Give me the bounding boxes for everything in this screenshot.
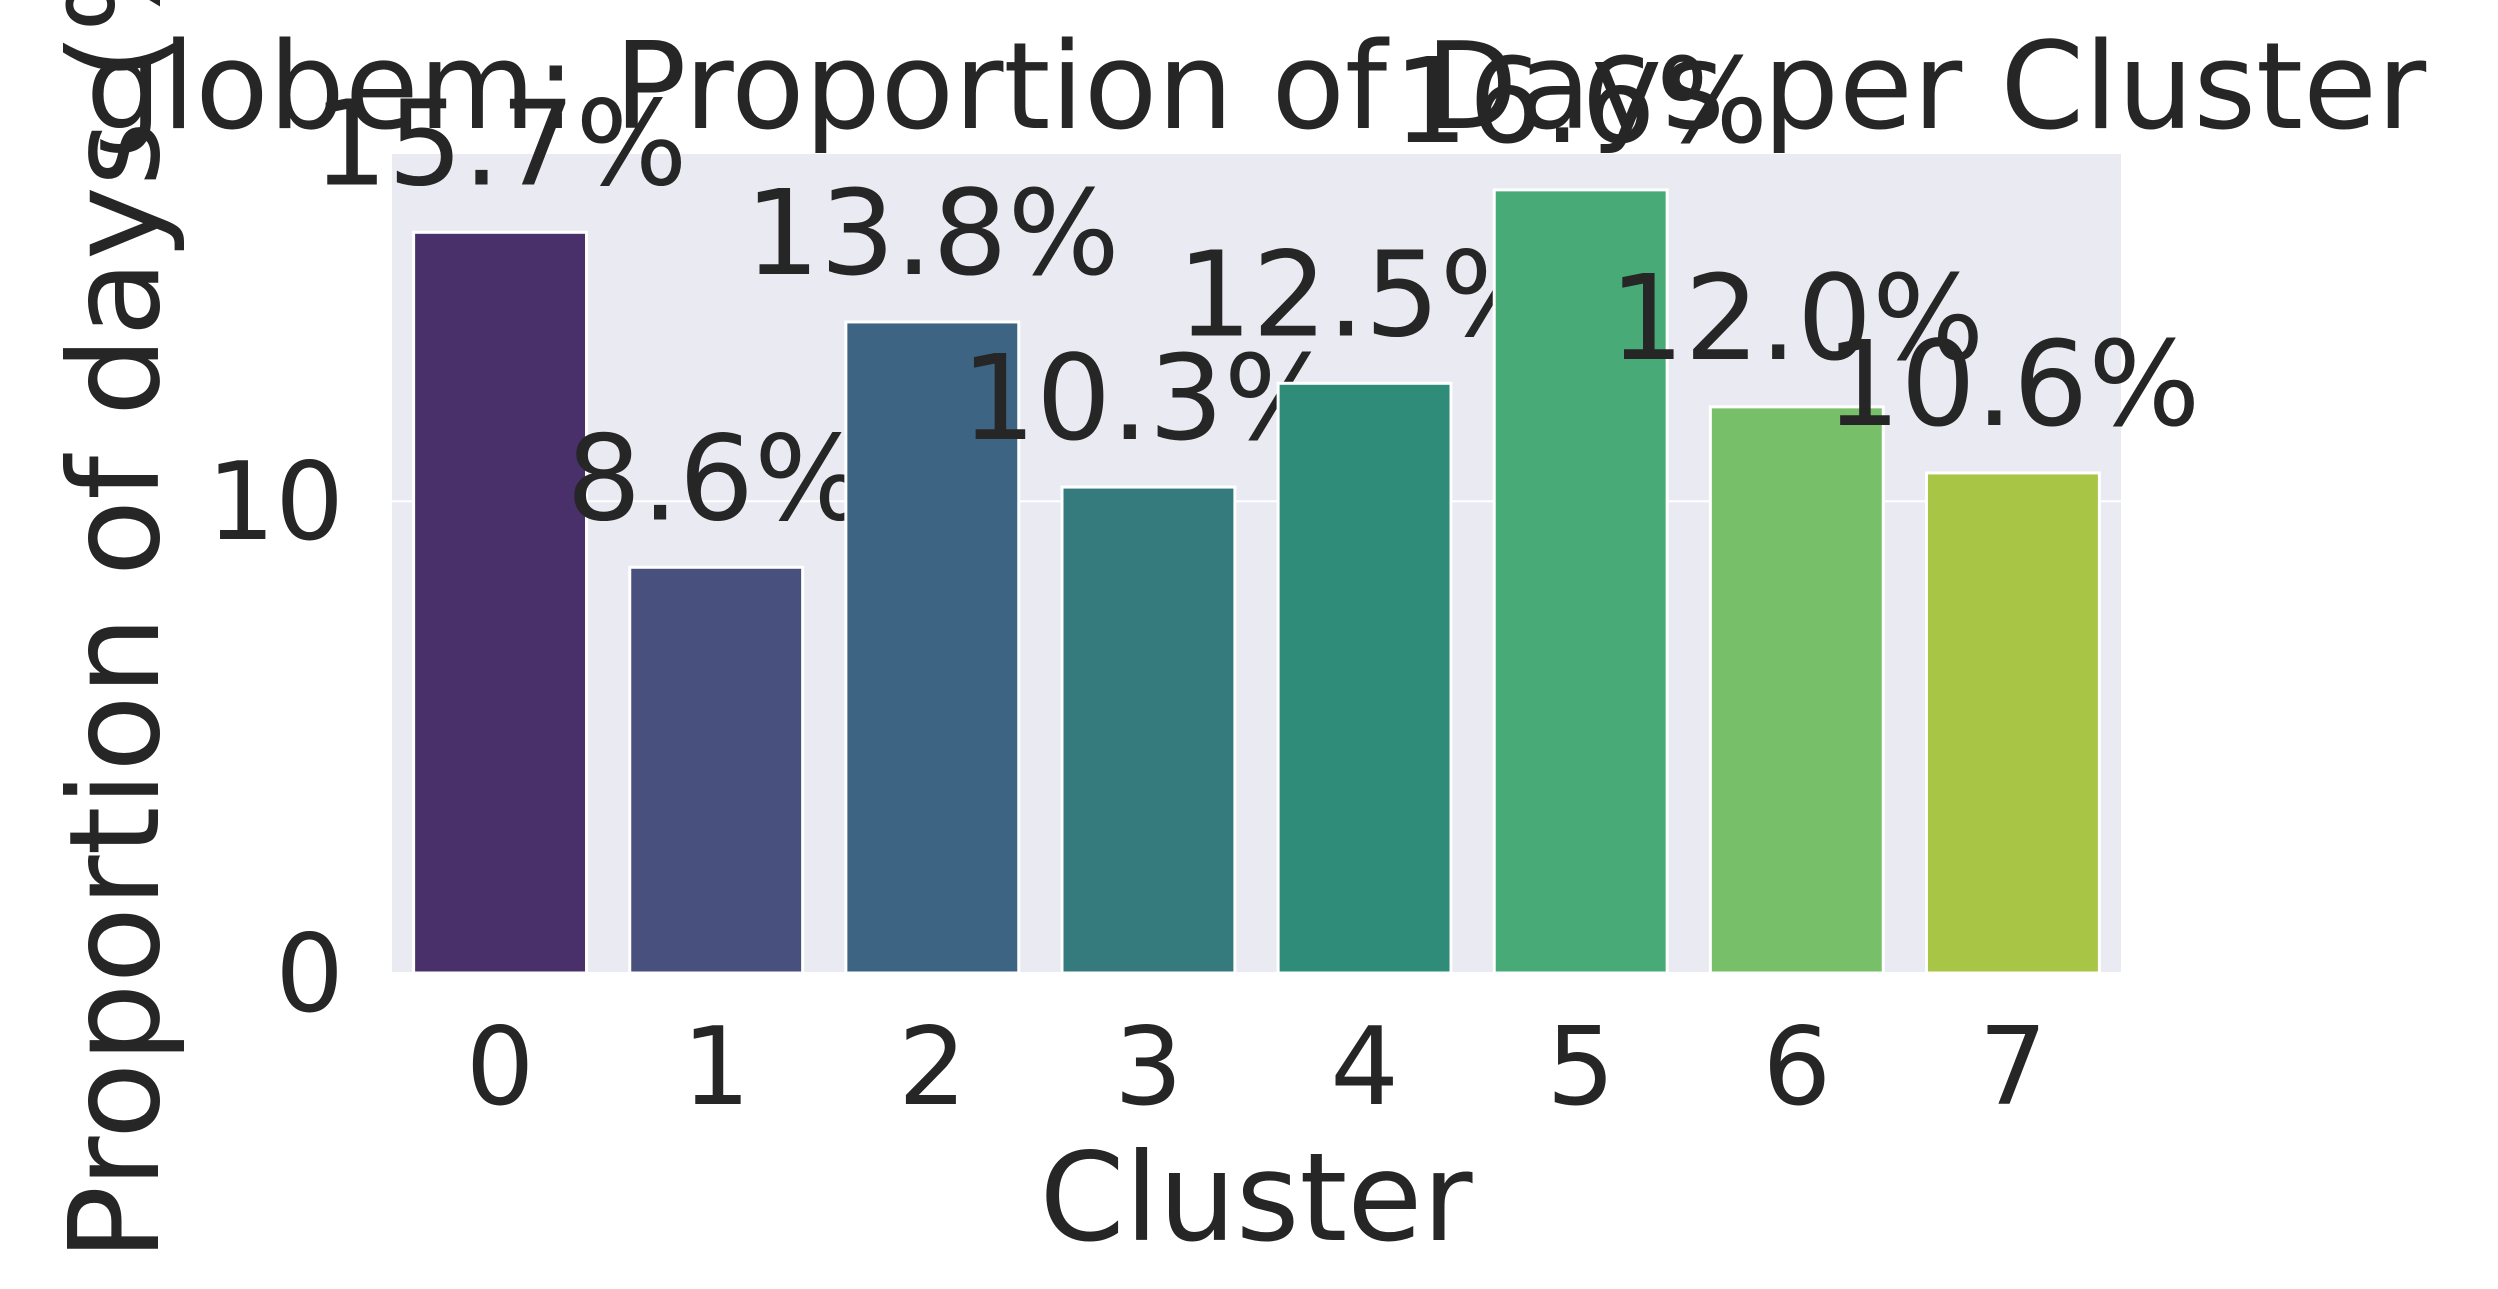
value-label: 12.5% <box>1177 225 1552 363</box>
bar <box>1924 471 2101 975</box>
y-axis-label: Proportion of days (%) <box>43 0 188 1261</box>
y-tick-label: 10 <box>207 440 344 565</box>
bar <box>1492 188 1669 975</box>
x-tick-label: 1 <box>682 1005 751 1130</box>
value-label: 12.0% <box>1609 249 1984 387</box>
bar <box>628 565 805 975</box>
bar <box>1060 485 1237 975</box>
bar <box>412 230 589 975</box>
x-tick-label: 6 <box>1762 1005 1831 1130</box>
value-label: 10.6% <box>1826 315 2201 453</box>
chart-title: globem: Proportion of Days per Cluster <box>86 18 2427 157</box>
bar <box>1276 381 1453 975</box>
x-tick-label: 4 <box>1330 1005 1399 1130</box>
value-label: 10.3% <box>961 329 1336 467</box>
x-tick-label: 3 <box>1114 1005 1183 1130</box>
x-tick-label: 2 <box>898 1005 967 1130</box>
y-tick-label: 0 <box>275 912 344 1037</box>
bar <box>1708 405 1885 975</box>
bar <box>844 320 1021 975</box>
x-tick-label: 5 <box>1546 1005 1615 1130</box>
x-tick-label: 7 <box>1979 1005 2048 1130</box>
value-label: 16.6% <box>1393 32 1768 170</box>
value-label: 8.6% <box>566 409 866 547</box>
x-axis-label: Cluster <box>1039 1127 1473 1269</box>
x-tick-label: 0 <box>466 1005 535 1130</box>
value-label: 13.8% <box>745 164 1120 302</box>
value-label: 15.7% <box>313 74 688 212</box>
